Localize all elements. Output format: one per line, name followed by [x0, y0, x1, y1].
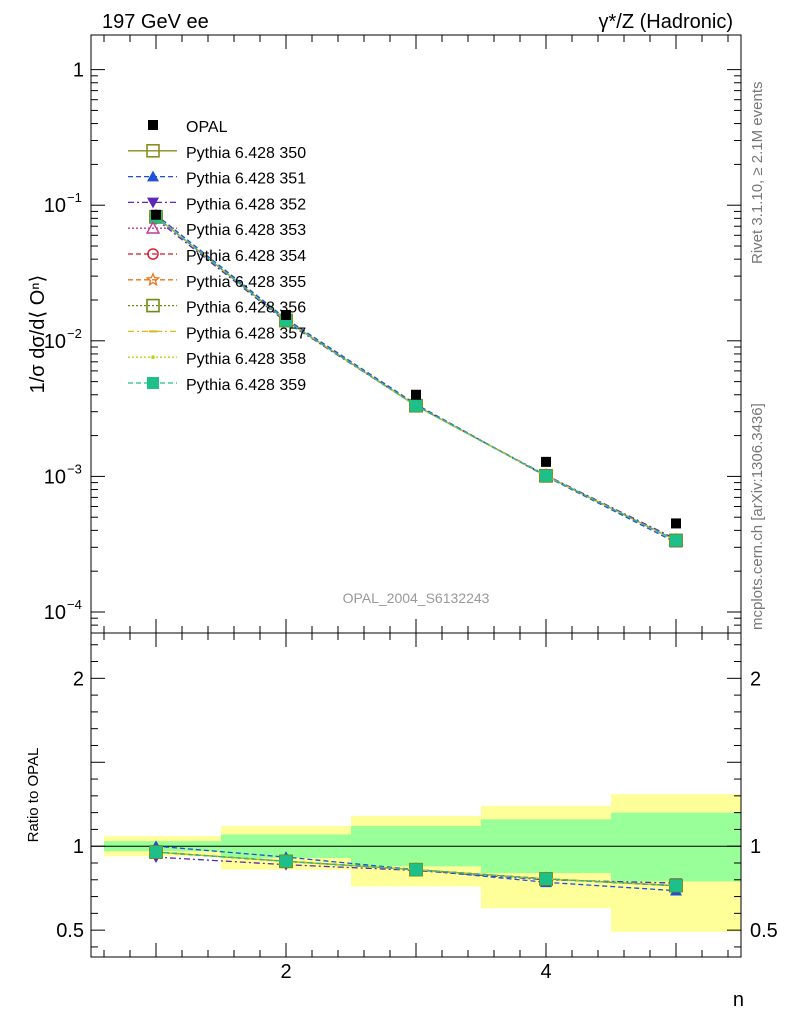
header-left-title: 197 GeV ee	[102, 11, 209, 33]
legend-marker-352	[147, 197, 159, 209]
x-tick-label: 4	[540, 961, 551, 983]
legend-marker-351	[147, 170, 159, 182]
legend-marker-359	[147, 377, 159, 389]
main-y-tick-label: 10	[44, 466, 66, 488]
ratio-band-green-5	[611, 812, 741, 882]
main-y-tick-label: 10	[44, 602, 66, 624]
ratio-y-tick-label-left: 1	[73, 836, 84, 858]
legend-marker-354	[147, 248, 159, 260]
legend-marker-353	[145, 220, 161, 234]
legend-label-357: Pythia 6.428 357	[186, 325, 306, 342]
legend-entry-354: Pythia 6.428 354	[128, 248, 306, 265]
ratio-series-point-359	[540, 872, 552, 885]
main-y-tick-label: 10	[44, 331, 66, 353]
header-right-title: γ*/Z (Hadronic)	[599, 11, 733, 33]
main-y-tick-exponent: −2	[67, 326, 82, 341]
legend-label-353: Pythia 6.428 353	[186, 222, 306, 239]
legend-label-354: Pythia 6.428 354	[186, 248, 306, 265]
legend-entry-358: Pythia 6.428 358	[128, 351, 306, 368]
legend-entry-359: Pythia 6.428 359	[128, 377, 306, 394]
legend-marker-350	[146, 144, 160, 158]
main-y-axis-label: 1/σ dσ/d⟨ Oⁿ⟩	[27, 275, 49, 394]
main-y-tick-label: 10	[44, 195, 66, 217]
legend-label-355: Pythia 6.428 355	[186, 274, 306, 291]
ratio-y-tick-label-left: 2	[73, 668, 84, 690]
legend-label-352: Pythia 6.428 352	[186, 196, 306, 213]
ratio-y-tick-label-right: 2	[750, 668, 761, 690]
legend-entry-353: Pythia 6.428 353	[128, 220, 306, 239]
opal-data-point	[281, 309, 291, 320]
ratio-y-axis-label: Ratio to OPAL	[25, 748, 42, 843]
legend-label-356: Pythia 6.428 356	[186, 300, 306, 317]
opal-data-point	[541, 456, 551, 467]
ratio-series-point-359	[280, 855, 292, 868]
ratio-y-tick-label-right: 0.5	[750, 920, 778, 942]
main-series-point-359	[410, 399, 422, 412]
legend-marker-358	[151, 355, 155, 360]
rivet-label: Rivet 3.1.10, ≥ 2.1M events	[749, 82, 766, 265]
opal-data-point	[671, 518, 681, 529]
x-axis-label: n	[733, 989, 744, 1011]
legend-entry-356: Pythia 6.428 356	[128, 298, 306, 317]
legend-entry-352: Pythia 6.428 352	[128, 196, 306, 213]
mcplots-label: mcplots.cern.ch [arXiv:1306.3436]	[749, 403, 766, 630]
legend-label-351: Pythia 6.428 351	[186, 171, 306, 188]
legend-marker-356	[146, 298, 160, 313]
watermark-label: OPAL_2004_S6132243	[343, 590, 490, 606]
series-layer	[148, 208, 684, 896]
ratio-y-tick-label-right: 1	[750, 836, 761, 858]
opal-data-point	[151, 209, 161, 220]
legend-label-350: Pythia 6.428 350	[186, 145, 306, 162]
ratio-series-point-359	[670, 879, 682, 892]
legend-entry-355: Pythia 6.428 355	[128, 272, 306, 291]
x-tick-label: 2	[280, 961, 291, 983]
legend-label-358: Pythia 6.428 358	[186, 351, 306, 368]
main-y-tick-exponent: −4	[67, 597, 82, 612]
legend-entry-357: Pythia 6.428 357	[128, 325, 306, 342]
ratio-series-point-359	[150, 846, 162, 859]
ratio-series-line-351	[155, 845, 677, 892]
legend-entry-opal: OPAL	[148, 119, 228, 136]
legend-marker-opal	[148, 120, 158, 130]
legend-label-opal: OPAL	[186, 119, 228, 136]
legend-entry-350: Pythia 6.428 350	[128, 144, 306, 162]
ratio-series-point-359	[410, 863, 422, 876]
main-y-tick-exponent: −1	[67, 190, 82, 205]
main-y-tick-label: 1	[73, 60, 84, 82]
main-y-tick-exponent: −3	[67, 461, 82, 476]
ratio-y-tick-label-left: 0.5	[56, 920, 84, 942]
main-series-point-359	[670, 534, 682, 547]
legend-label-359: Pythia 6.428 359	[186, 377, 306, 394]
opal-data-point	[411, 389, 421, 400]
main-series-point-359	[540, 469, 552, 482]
legend-marker-355	[145, 272, 161, 287]
legend-entry-351: Pythia 6.428 351	[128, 170, 306, 188]
legend: OPAL Pythia 6.428 350 Pythia 6.428 351 Pyth…	[128, 119, 306, 394]
